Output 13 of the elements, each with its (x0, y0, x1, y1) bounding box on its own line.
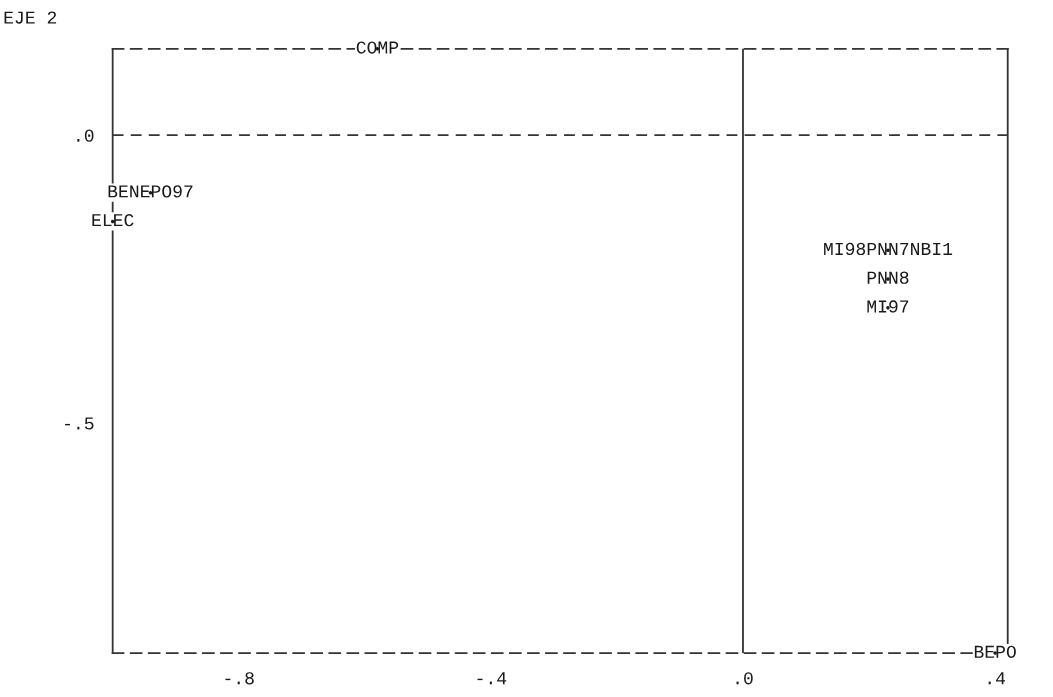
data-label: BEPO (974, 645, 1016, 658)
data-label: MI98PNN7NBI1 (824, 242, 953, 256)
data-label: MI97 (867, 300, 909, 313)
x-tick-label: -.8 (225, 672, 254, 685)
data-label: PNN8 (867, 271, 909, 284)
y-tick-label: -.5 (65, 417, 94, 430)
x-tick-label: -.4 (477, 672, 507, 685)
chart-title: EJE 2 (4, 11, 57, 24)
data-label: ELEC (92, 214, 134, 227)
data-label: COMP (356, 41, 399, 54)
data-label: BENEPO97 (108, 185, 193, 198)
x-tick-label: .0 (736, 672, 753, 685)
x-tick-label: .4 (988, 672, 1006, 685)
